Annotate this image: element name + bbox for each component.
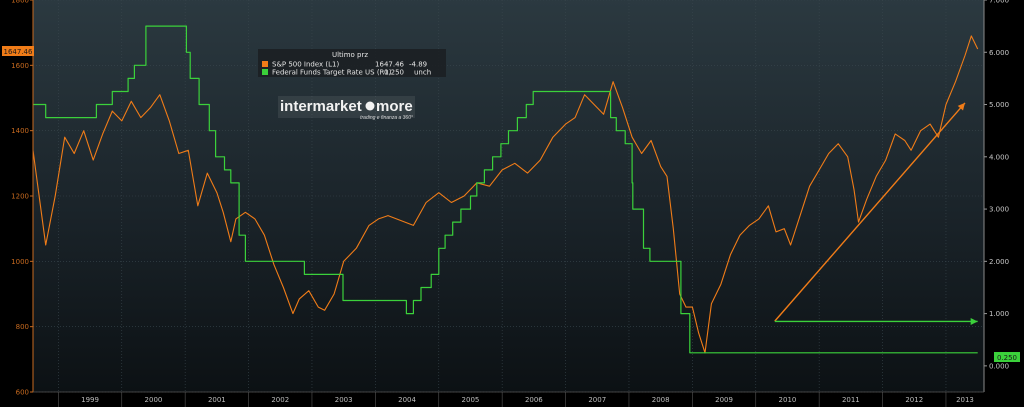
tick-label-x-14: 2013 [956,396,974,404]
tick-label-right-7: 7.000 [989,0,1009,5]
tick-label-x-0: 1999 [81,396,99,404]
tick-label-left-0: 600 [16,389,29,397]
tick-label-left-5: 1600 [11,62,29,70]
tick-label-left-6: 1800 [11,0,29,5]
current-value-left: 1647.46 [2,46,34,56]
legend-swatch-sp500 [262,61,268,67]
legend-box [258,49,446,77]
series-layer [32,25,979,354]
legend-last-sp500: 1647.46 [375,61,404,69]
current-value-right-text: 0.250 [997,354,1017,362]
current-value-left-text: 1647.46 [4,48,33,56]
annotation-arrow-head-0 [957,102,965,111]
tick-label-x-6: 2005 [462,396,480,404]
legend-header: Ultimo prz [332,51,368,59]
series-line-fedfunds [33,25,978,354]
tick-label-x-4: 2003 [335,396,353,404]
tick-label-x-7: 2006 [525,396,543,404]
watermark-logo: intermarket more trading e finanza a 360… [278,96,415,121]
watermark-globe-icon [365,101,375,111]
tick-label-left-1: 800 [16,323,29,331]
annotation-layer [774,102,978,325]
tick-label-x-3: 2002 [271,396,289,404]
series-line-sp500 [32,35,979,354]
annotation-arrow-line-0 [774,102,966,322]
tick-label-left-4: 1400 [11,127,29,135]
axes-layer: 600 800 1000 1200 1400 1600 1800 0.000 1.000 2.00… [11,0,1009,407]
tick-label-left-2: 1000 [11,258,29,266]
annotation-arrow-head-1 [970,317,978,325]
watermark-tagline: trading e finanza a 360° [360,115,413,121]
tick-label-x-2: 2001 [208,396,226,404]
tick-label-right-0: 0.000 [989,362,1009,370]
plot-background [33,0,984,392]
legend: Ultimo prz S&P 500 Index (L1) 1647.46 -4… [258,49,446,77]
tick-label-left-3: 1200 [11,193,29,201]
legend-change-sp500: -4.89 [409,61,427,69]
tick-label-right-5: 5.000 [989,101,1009,109]
tick-label-x-12: 2011 [842,396,860,404]
legend-change-fedfunds: unch [414,69,431,77]
tick-label-x-1: 2000 [145,396,163,404]
tick-label-right-3: 3.000 [989,206,1009,214]
grid [33,0,984,393]
tick-label-right-6: 6.000 [989,49,1009,57]
current-value-right-bg [994,352,1020,362]
tick-label-x-8: 2007 [588,396,606,404]
legend-label-sp500: S&P 500 Index (L1) [272,61,340,69]
watermark-bg [278,96,415,118]
watermark-brand2: more [376,98,413,115]
legend-swatch-fedfunds [262,69,268,75]
watermark-brand: intermarket [280,98,362,115]
current-value-right: 0.250 [994,352,1020,362]
current-value-left-bg [2,46,34,56]
tick-label-x-11: 2010 [779,396,797,404]
tick-label-right-4: 4.000 [989,153,1009,161]
tick-label-right-1: 1.000 [989,310,1009,318]
tick-label-right-2: 2.000 [989,258,1009,266]
legend-label-fedfunds: Federal Funds Target Rate US (R1) [272,69,392,77]
tick-label-x-10: 2009 [715,396,733,404]
tick-label-x-13: 2012 [905,396,923,404]
tick-label-x-9: 2008 [652,396,670,404]
legend-last-fedfunds: 0.250 [384,69,404,77]
tick-label-x-5: 2004 [398,396,416,404]
